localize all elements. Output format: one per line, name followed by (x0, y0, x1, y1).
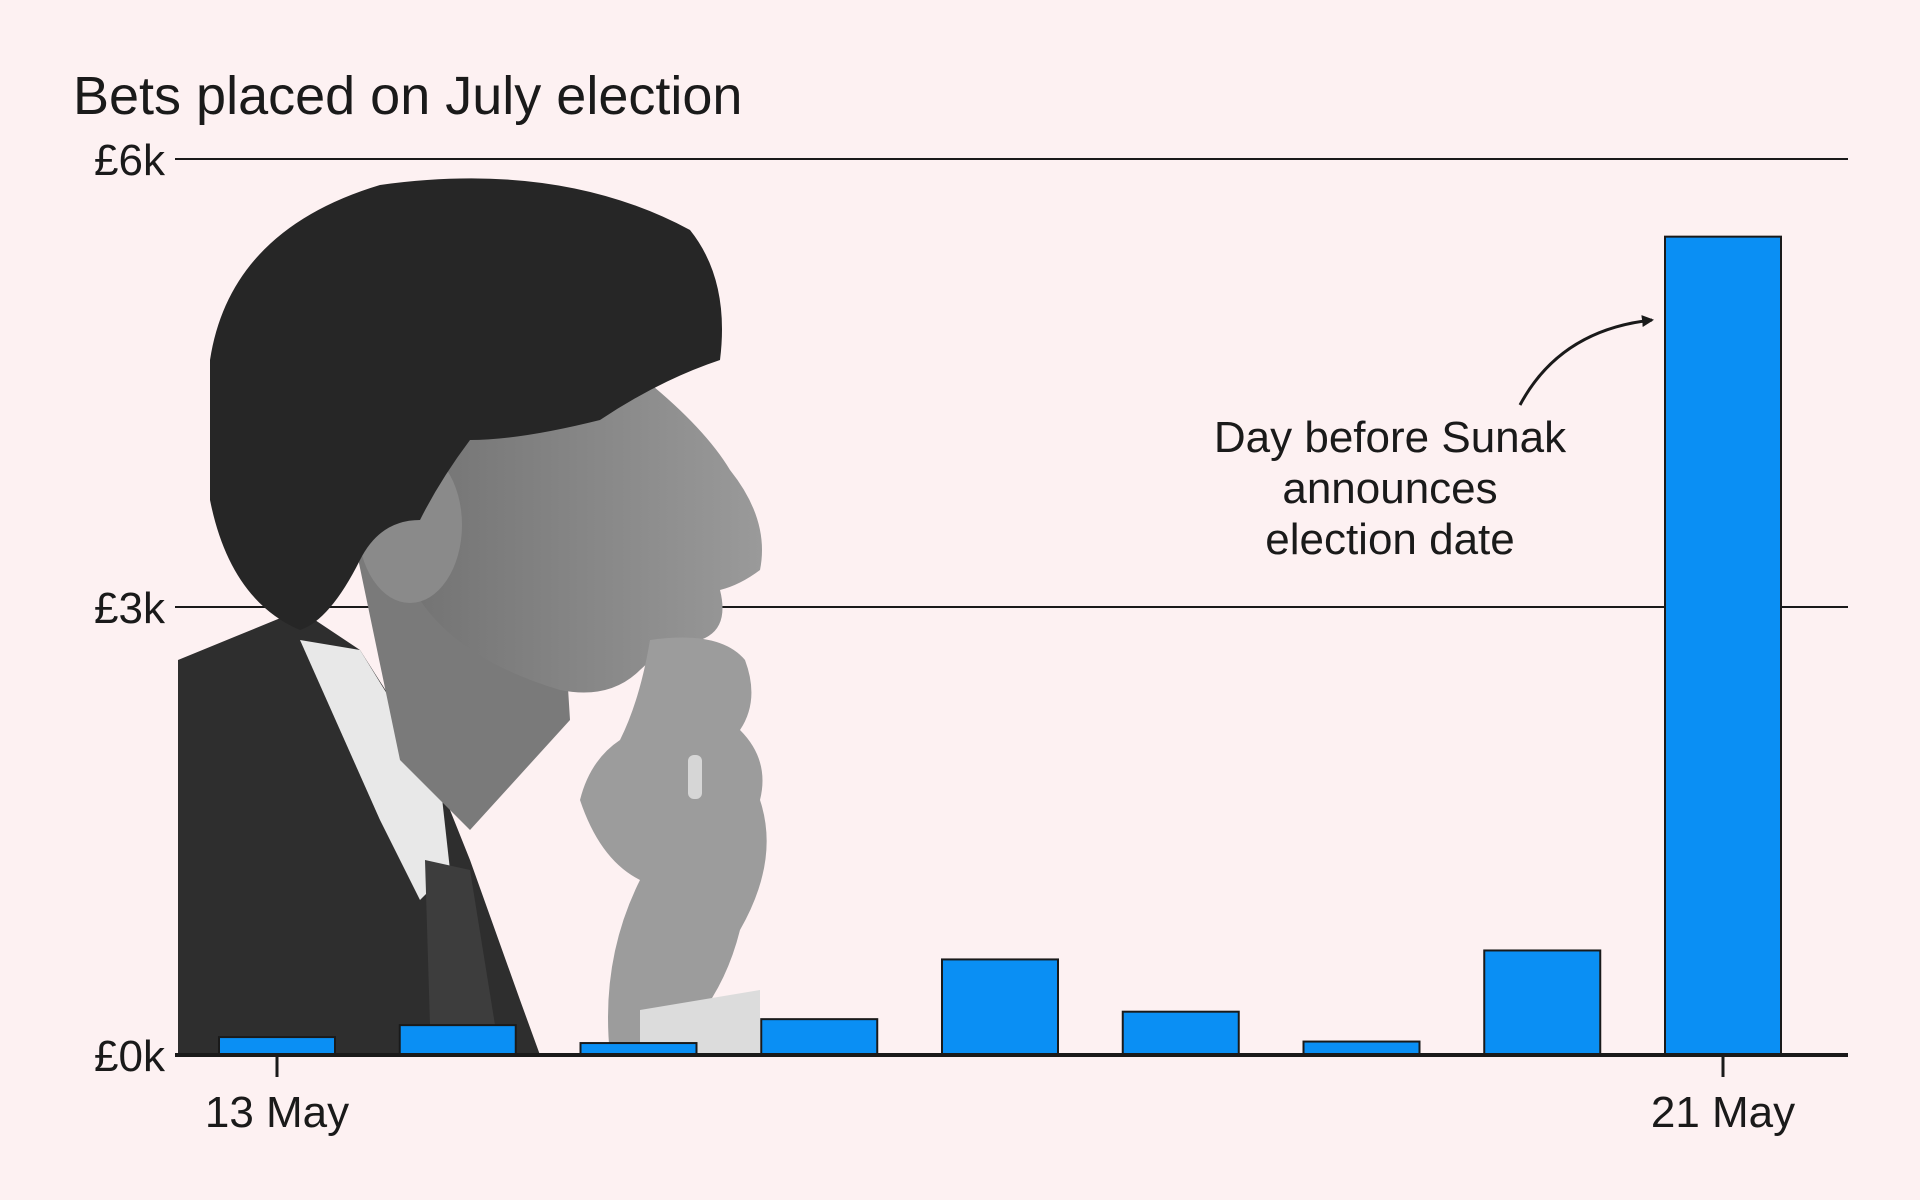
x-tick-label: 21 May (1651, 1088, 1795, 1137)
annotation-line-1: Day before Sunak (1214, 413, 1567, 462)
chart-title: Bets placed on July election (73, 66, 742, 126)
bar (218, 1036, 336, 1056)
bar (1483, 949, 1602, 1057)
annotation-line-3: election date (1265, 515, 1515, 564)
bar (760, 1018, 879, 1056)
bar (1121, 1010, 1240, 1057)
y-tick-label: £0k (94, 1032, 166, 1081)
bar (1664, 235, 1782, 1057)
hair-shape (210, 178, 722, 630)
shirt-collar-shape (300, 640, 450, 900)
y-tick-label: £3k (94, 584, 166, 633)
bar (1302, 1040, 1421, 1057)
annotation: Day before Sunak announces election date (1214, 315, 1654, 564)
annotation-line-2: announces (1282, 464, 1497, 513)
y-tick-label: £6k (94, 136, 166, 185)
x-tick-label: 13 May (205, 1088, 349, 1137)
portrait-photo (178, 178, 767, 1055)
ring-shape (688, 755, 702, 799)
x-axis: 13 May 21 May (175, 1053, 1848, 1137)
bars-layer (218, 235, 1782, 1057)
tie-shape (425, 860, 495, 1025)
hand-shape (580, 637, 767, 1055)
shirt-cuff-shape (640, 990, 760, 1055)
annotation-arrow (1518, 315, 1654, 406)
bar (941, 958, 1059, 1057)
bar (398, 1024, 517, 1056)
